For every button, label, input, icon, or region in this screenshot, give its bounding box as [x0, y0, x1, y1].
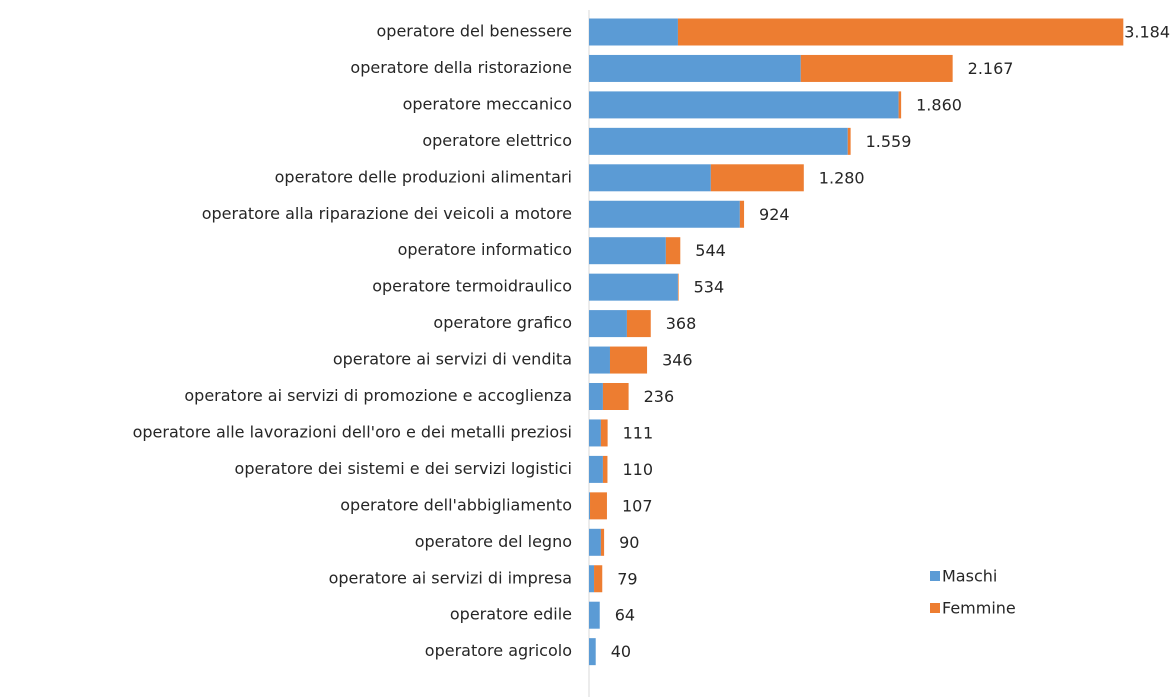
bar-segment [589, 127, 848, 155]
bar-segment [589, 455, 603, 483]
total-label: 110 [622, 460, 653, 479]
bar-segment [898, 91, 902, 119]
y-tick-label: operatore grafico [433, 313, 572, 332]
y-tick-label: operatore ai servizi di vendita [333, 350, 572, 369]
y-tick-label: operatore ai servizi di impresa [329, 568, 572, 587]
bar-segment [739, 200, 745, 228]
total-label: 534 [694, 278, 725, 297]
bar-segment [589, 18, 678, 46]
y-tick-label: operatore dei sistemi e dei servizi logi… [235, 459, 572, 478]
y-tick-label: operatore ai servizi di promozione e acc… [184, 386, 572, 405]
bar-segment [609, 346, 648, 374]
total-label: 3.184 [1124, 23, 1170, 42]
y-tick-label: operatore edile [450, 605, 572, 624]
y-tick-label: operatore del benessere [377, 22, 573, 41]
bar-segment [589, 164, 711, 192]
total-label: 40 [611, 642, 631, 661]
bar-segment [589, 638, 596, 666]
bar-segment [677, 18, 1124, 46]
y-tick-label: operatore del legno [415, 532, 572, 551]
total-label: 1.860 [916, 95, 962, 114]
bar-segment [589, 310, 627, 338]
bar-segment [710, 164, 804, 192]
total-label: 1.280 [819, 168, 865, 187]
total-label: 79 [617, 569, 637, 588]
total-label: 111 [623, 423, 654, 442]
y-tick-label: operatore della ristorazione [350, 58, 572, 77]
bar-segment [589, 565, 595, 593]
total-label: 236 [644, 387, 675, 406]
bar-segment [589, 419, 601, 447]
y-tick-label: operatore alle lavorazioni dell'oro e de… [133, 422, 572, 441]
y-tick-label: operatore elettrico [422, 131, 572, 150]
total-label: 90 [619, 533, 639, 552]
y-tick-label: operatore agricolo [425, 641, 572, 660]
legend-swatch [930, 571, 940, 581]
bar-segment [589, 346, 610, 374]
bar-segment [589, 91, 899, 119]
bar-segment [589, 237, 666, 265]
bar-segment [677, 273, 679, 301]
bar-segment [589, 54, 801, 82]
legend-swatch [930, 603, 940, 613]
total-label: 2.167 [968, 59, 1014, 78]
bar-segment [589, 273, 678, 301]
bar-segment [589, 492, 591, 520]
y-tick-label: operatore dell'abbigliamento [340, 495, 572, 514]
bar-segment [665, 237, 681, 265]
total-label: 107 [622, 496, 653, 515]
bar-segment [602, 455, 608, 483]
bar-segment [626, 310, 651, 338]
bar-segment [800, 54, 953, 82]
bar-segment [600, 528, 605, 556]
bar-segment [589, 601, 600, 629]
y-tick-label: operatore alla riparazione dei veicoli a… [202, 204, 572, 223]
bar-segment [590, 492, 607, 520]
legend-label: Maschi [942, 567, 997, 586]
legend-label: Femmine [942, 599, 1016, 618]
total-label: 368 [666, 314, 697, 333]
total-label: 1.559 [866, 132, 912, 151]
y-tick-label: operatore delle produzioni alimentari [275, 167, 572, 186]
y-tick-label: operatore informatico [398, 240, 572, 259]
y-tick-label: operatore meccanico [403, 94, 572, 113]
total-label: 64 [615, 606, 635, 625]
bar-segment [589, 383, 603, 410]
bar-segment [589, 528, 601, 556]
bar-segment [600, 419, 608, 447]
bar-segment [589, 200, 740, 228]
bar-segment [594, 565, 603, 593]
y-tick-label: operatore termoidraulico [372, 277, 572, 296]
bar-segment [847, 127, 851, 155]
total-label: 346 [662, 351, 693, 370]
total-label: 544 [695, 241, 726, 260]
total-label: 924 [759, 205, 790, 224]
bar-segment [602, 383, 629, 410]
